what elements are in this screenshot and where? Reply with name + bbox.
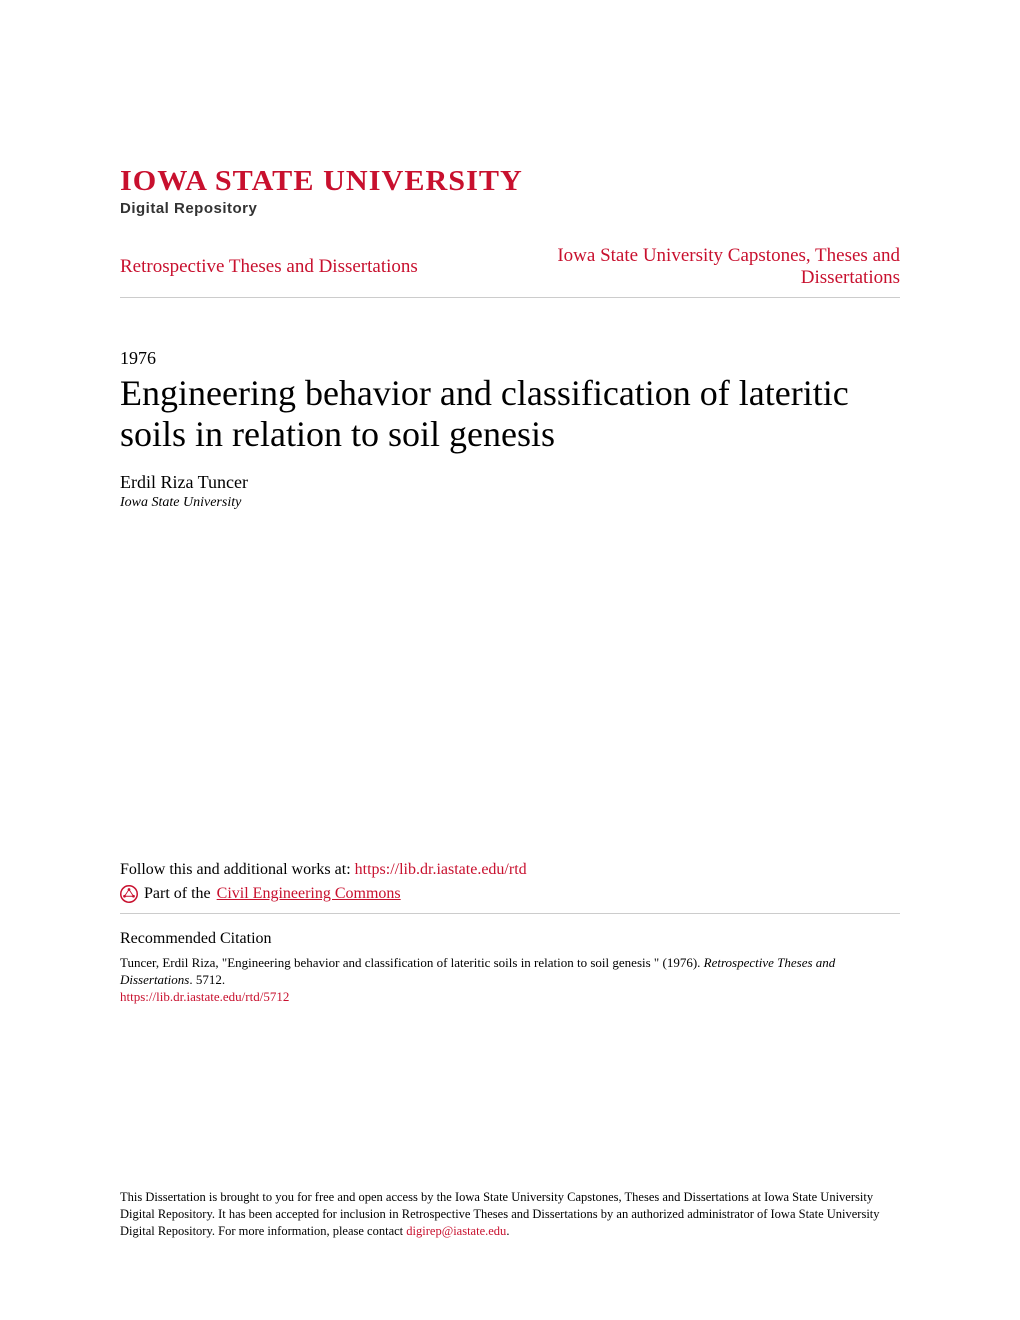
nav-right-link[interactable]: Iowa State University Capstones, Theses …: [540, 245, 900, 289]
follow-block: Follow this and additional works at: htt…: [120, 861, 900, 914]
nav-row: Retrospective Theses and Dissertations I…: [120, 245, 900, 298]
follow-prefix: Follow this and additional works at:: [120, 861, 355, 878]
citation-url-link[interactable]: https://lib.dr.iastate.edu/rtd/5712: [120, 989, 900, 1005]
citation-text: Tuncer, Erdil Riza, "Engineering behavio…: [120, 954, 900, 989]
page-container: IOWA STATE UNIVERSITY Digital Repository…: [0, 0, 1020, 1320]
university-name: IOWA STATE UNIVERSITY: [120, 165, 931, 198]
repository-subtitle: Digital Repository: [120, 200, 900, 217]
partof-line: Part of the Civil Engineering Commons: [120, 885, 900, 903]
network-icon: [120, 885, 138, 903]
footer-text-after: .: [506, 1224, 509, 1238]
partof-link[interactable]: Civil Engineering Commons: [217, 885, 401, 903]
follow-line: Follow this and additional works at: htt…: [120, 861, 900, 879]
citation-heading: Recommended Citation: [120, 930, 900, 948]
footer-block: This Dissertation is brought to you for …: [120, 1189, 900, 1240]
author-name: Erdil Riza Tuncer: [120, 472, 900, 493]
nav-left-link[interactable]: Retrospective Theses and Dissertations: [120, 256, 418, 278]
partof-prefix: Part of the: [144, 885, 211, 903]
citation-after-series: . 5712.: [189, 972, 225, 987]
logo-block: IOWA STATE UNIVERSITY Digital Repository: [120, 165, 900, 217]
citation-block: Recommended Citation Tuncer, Erdil Riza,…: [120, 930, 900, 1005]
publication-year: 1976: [120, 348, 900, 369]
author-affiliation: Iowa State University: [120, 495, 900, 511]
document-title: Engineering behavior and classification …: [120, 373, 900, 456]
follow-url-link[interactable]: https://lib.dr.iastate.edu/rtd: [355, 861, 527, 878]
footer-email-link[interactable]: digirep@iastate.edu: [406, 1224, 506, 1238]
citation-before-series: Tuncer, Erdil Riza, "Engineering behavio…: [120, 955, 704, 970]
